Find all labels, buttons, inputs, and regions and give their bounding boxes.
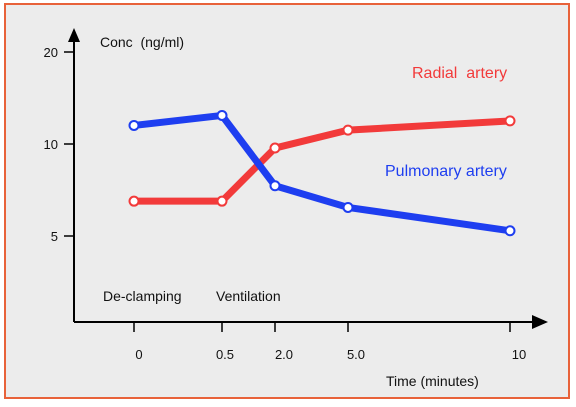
y-tick-label-20: 20	[44, 45, 58, 60]
annotation-ventilation: Ventilation	[216, 288, 281, 304]
annotation-declamping: De-clamping	[103, 288, 182, 304]
data-point-1-2	[269, 180, 281, 192]
data-point-1-3	[342, 201, 354, 213]
y-tick-label-10: 10	[44, 137, 58, 152]
x-tick-label-0.5: 0.5	[216, 347, 234, 362]
y-axis-arrow	[68, 28, 80, 42]
data-point-1-1	[216, 109, 228, 121]
x-tick-label-5.0: 5.0	[347, 347, 365, 362]
y-tick-label-5: 5	[51, 229, 58, 244]
data-point-0-3	[342, 124, 354, 136]
series-label-radial: Radial artery	[412, 65, 507, 82]
x-axis-label: Time (minutes)	[386, 373, 479, 389]
x-tick-label-10: 10	[512, 347, 526, 362]
y-axis-label: Conc (ng/ml)	[100, 34, 184, 50]
x-tick-label-2.0: 2.0	[275, 347, 293, 362]
data-point-0-0	[128, 195, 140, 207]
x-axis-arrow	[532, 315, 548, 329]
data-point-1-4	[504, 225, 516, 237]
chart-frame	[4, 3, 570, 399]
series-line-0	[130, 117, 514, 205]
data-point-0-2	[269, 142, 281, 154]
x-tick-label-0: 0	[135, 347, 142, 362]
data-point-0-4	[504, 115, 516, 127]
series-label-pulmonary: Pulmonary artery	[385, 163, 507, 180]
data-point-1-0	[128, 119, 140, 131]
data-point-0-1	[216, 195, 228, 207]
